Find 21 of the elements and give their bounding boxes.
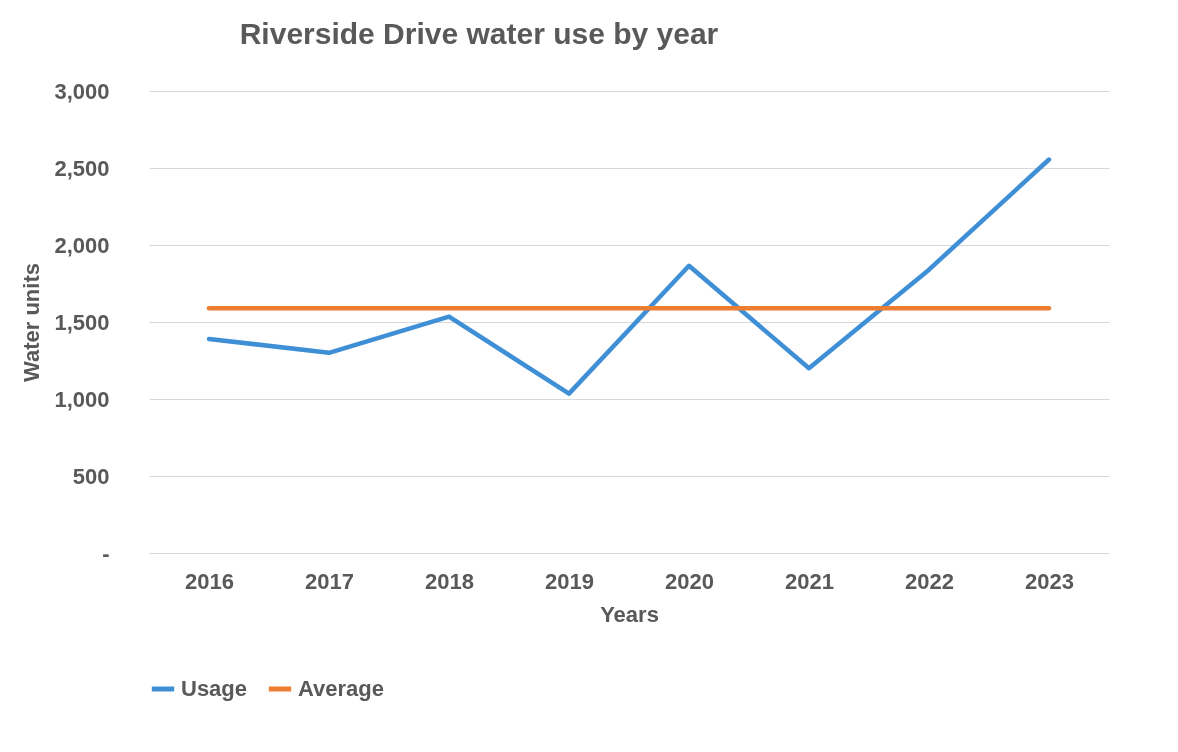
line-series bbox=[206, 157, 1052, 396]
y-axis-title: Water units bbox=[19, 263, 45, 382]
legend-label: Usage bbox=[181, 676, 248, 701]
y-tick-label: - bbox=[102, 540, 110, 566]
x-tick-label: 2018 bbox=[425, 568, 474, 594]
y-tick-label: 2,500 bbox=[54, 155, 110, 181]
x-tick-label: 2023 bbox=[1025, 568, 1074, 594]
y-tick-label: 1,500 bbox=[54, 309, 110, 335]
y-tick-label: 500 bbox=[72, 463, 110, 489]
x-tick-label: 2016 bbox=[185, 568, 234, 594]
x-tick-label: 2020 bbox=[665, 568, 714, 594]
x-tick-label: 2022 bbox=[905, 568, 954, 594]
legend-label: Average bbox=[298, 676, 385, 701]
y-tick-label: 2,000 bbox=[54, 232, 110, 258]
x-tick-label: 2019 bbox=[545, 568, 594, 594]
y-tick-label: 1,000 bbox=[54, 386, 110, 412]
x-tick-label: 2017 bbox=[305, 568, 354, 594]
y-tick-label: 3,000 bbox=[54, 78, 110, 104]
chart-title: Riverside Drive water use by year bbox=[239, 17, 719, 50]
x-axis-title: Years bbox=[600, 601, 659, 627]
x-tick-label: 2021 bbox=[785, 568, 834, 594]
